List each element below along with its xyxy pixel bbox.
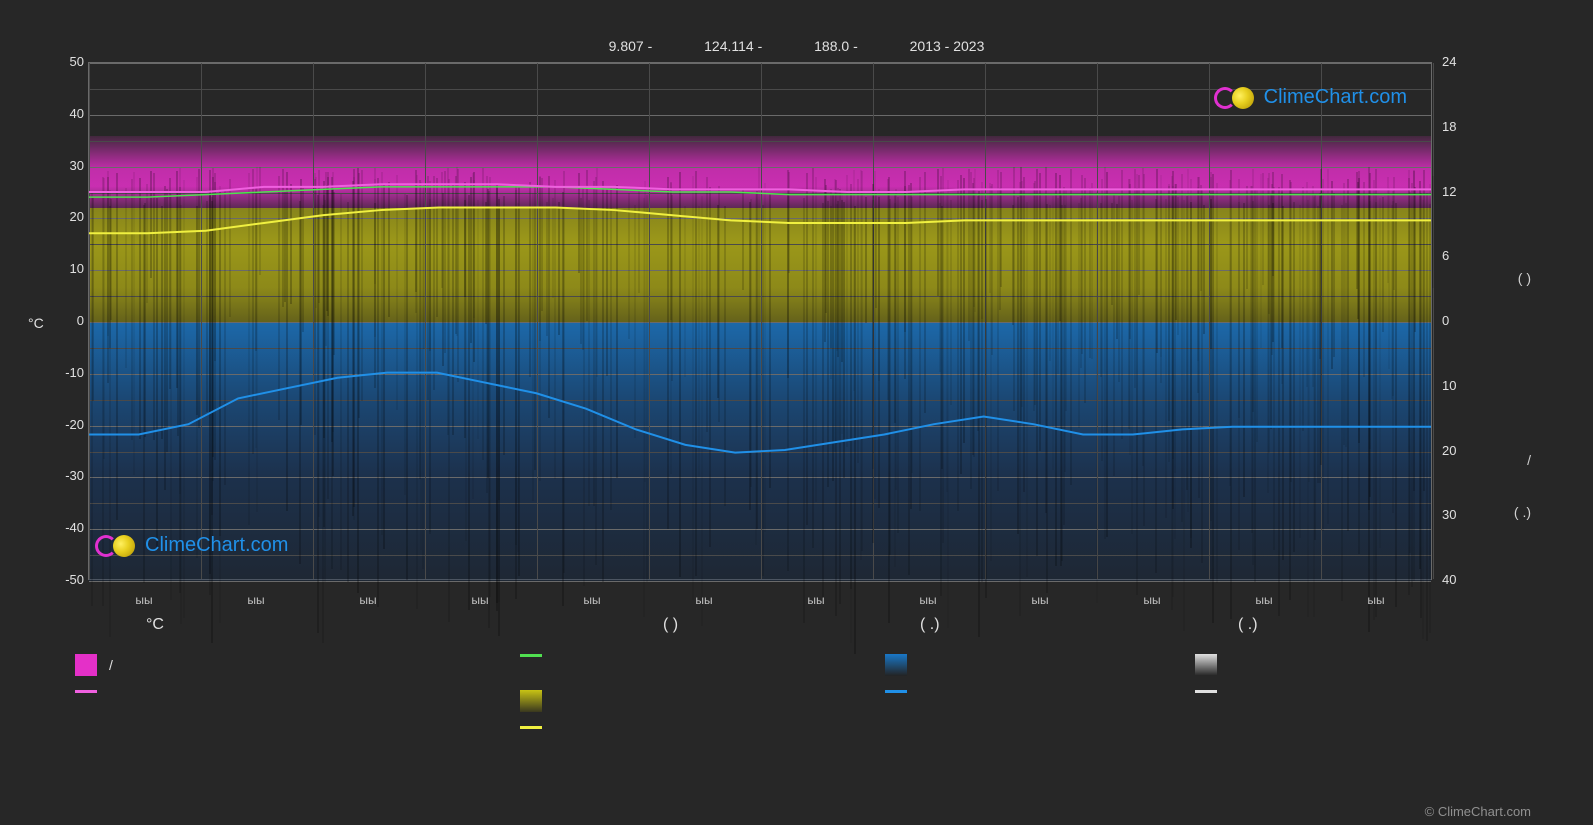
legend-swatch [1195,690,1217,693]
y-left-tick: 20 [44,209,84,224]
legend-swatch [1195,654,1217,676]
x-tick: ыы [919,593,936,607]
legend-swatch [885,654,907,676]
y-right-tick: 0 [1442,313,1482,328]
x-tick: ыы [1255,593,1272,607]
header-years: 2013 - 2023 [910,38,985,54]
y-left-tick: 30 [44,158,84,173]
right-unit-1: ( ) [1518,270,1531,286]
x-tick: ыы [1031,593,1048,607]
x-tick: ыы [1367,593,1384,607]
y-left-tick: -10 [44,365,84,380]
temp-band [89,136,1431,209]
logo-bottom: ClimeChart.com [95,534,288,557]
y-left-tick: 0 [44,313,84,328]
legend-col2-header: ( ) [663,616,678,634]
y-right-tick: 18 [1442,119,1482,134]
x-tick: ыы [471,593,488,607]
y-left-tick: 40 [44,106,84,121]
y-right-tick: 24 [1442,54,1482,69]
right-unit-3: ( .) [1514,504,1531,520]
x-tick: ыы [135,593,152,607]
legend-item [1195,690,1229,693]
legend-swatch [520,690,542,712]
x-tick: ыы [359,593,376,607]
x-tick: ыы [247,593,264,607]
legend-swatch [75,690,97,693]
y-left-tick: -20 [44,417,84,432]
header-elev: 188.0 - [814,38,858,54]
legend-col1-header: °C [146,616,164,634]
logo-top: ClimeChart.com [1214,86,1407,109]
sun-band [89,208,1431,322]
x-tick: ыы [583,593,600,607]
legend-item [520,726,554,729]
legend-swatch [520,726,542,729]
y-right-tick: 10 [1442,378,1482,393]
legend-item [520,690,554,712]
header-lon: 124.114 - [704,38,762,54]
legend-item [75,690,109,693]
legend-item [885,690,919,693]
y-left-tick: 50 [44,54,84,69]
chart: ClimeChart.com ClimeChart.com [88,62,1432,580]
left-axis-label: °C [28,315,44,331]
y-left-tick: -50 [44,572,84,587]
legend-swatch [520,654,542,657]
footer-copyright: © ClimeChart.com [1425,804,1531,819]
logo-sun-icon [1232,87,1254,109]
x-tick: ыы [695,593,712,607]
logo-sun-icon [113,535,135,557]
legend-label: / [109,657,113,673]
legend-item [885,654,919,676]
chart-plot-area: ClimeChart.com ClimeChart.com [88,62,1432,580]
y-right-tick: 12 [1442,184,1482,199]
legend-col4-header: ( .) [1238,616,1258,634]
y-left-tick: -30 [44,468,84,483]
legend-swatch [885,690,907,693]
chart-header: 9.807 - 124.114 - 188.0 - 2013 - 2023 [0,38,1593,54]
y-right-tick: 40 [1442,572,1482,587]
legend-item [520,654,554,657]
logo-text: ClimeChart.com [1264,86,1407,109]
y-right-tick: 6 [1442,248,1482,263]
x-tick: ыы [807,593,824,607]
x-tick: ыы [1143,593,1160,607]
y-left-tick: 10 [44,261,84,276]
logo-text: ClimeChart.com [145,534,288,557]
legend-swatch [75,654,97,676]
right-unit-2: / [1527,452,1531,468]
y-right-tick: 20 [1442,443,1482,458]
y-right-tick: 30 [1442,507,1482,522]
legend-col3-header: ( .) [920,616,940,634]
y-left-tick: -40 [44,520,84,535]
legend-item [1195,654,1229,676]
legend-item: / [75,654,113,676]
header-lat: 9.807 - [609,38,653,54]
